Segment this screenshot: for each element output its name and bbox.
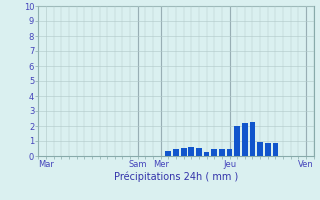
Bar	[219, 148, 225, 156]
Bar	[204, 152, 210, 156]
Bar	[242, 123, 248, 156]
Bar	[188, 147, 194, 156]
Bar	[265, 142, 271, 156]
Bar	[234, 126, 240, 156]
Bar	[227, 149, 232, 156]
Bar	[196, 148, 202, 156]
Bar	[173, 148, 179, 156]
Bar	[273, 143, 278, 156]
Bar	[181, 148, 187, 156]
X-axis label: Précipitations 24h ( mm ): Précipitations 24h ( mm )	[114, 172, 238, 182]
Bar	[211, 148, 217, 156]
Bar	[250, 121, 255, 156]
Bar	[257, 142, 263, 156]
Bar	[165, 151, 171, 156]
